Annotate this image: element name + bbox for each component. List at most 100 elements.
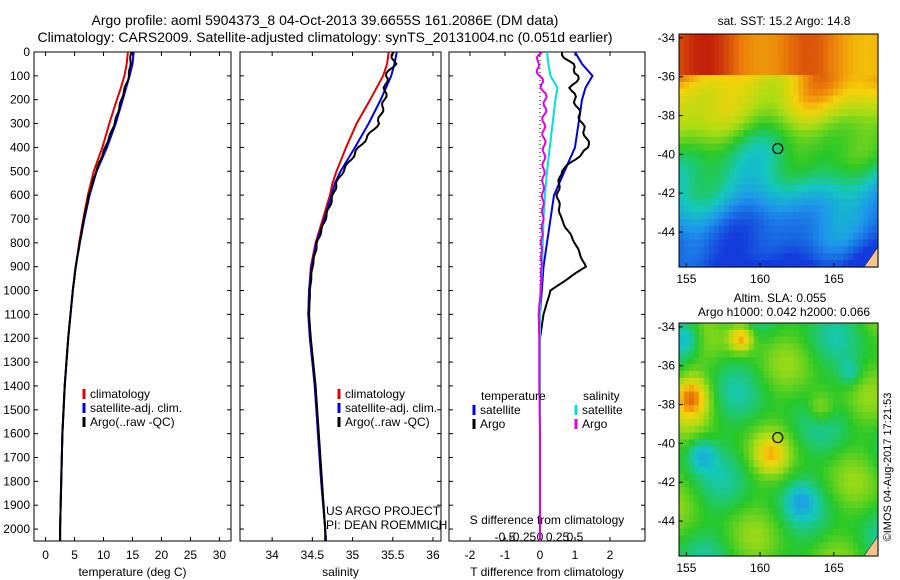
sla-cell <box>723 514 730 523</box>
sst-cell <box>778 136 785 145</box>
sst-cell <box>868 184 874 193</box>
sst-cell <box>863 123 869 131</box>
sla-cell <box>808 501 814 509</box>
sla-cell <box>818 384 824 393</box>
sst-cell <box>783 205 790 213</box>
depth-tick-label: 500 <box>10 164 30 178</box>
sst-cell <box>808 191 814 200</box>
sla-cell <box>693 377 700 386</box>
sla-cell <box>733 501 740 509</box>
sst-cell <box>838 75 844 83</box>
sst-cell <box>703 123 710 131</box>
sst-cell <box>853 47 859 56</box>
sst-cell <box>823 232 829 241</box>
sst-cell <box>708 143 715 152</box>
sla-cell <box>783 439 790 447</box>
sla-cell <box>853 501 859 509</box>
sla-cell <box>733 364 740 372</box>
sst-cell <box>788 116 795 124</box>
sst-cell <box>723 129 730 138</box>
sst-cell <box>823 191 829 200</box>
sst-cell <box>838 191 844 200</box>
sla-cell <box>788 350 795 358</box>
sla-cell <box>708 384 715 393</box>
sla-cell <box>853 364 859 372</box>
sla-cell <box>768 350 775 358</box>
sst-cell <box>833 123 839 131</box>
sla-cell <box>843 350 849 358</box>
sst-cell <box>868 136 874 145</box>
sla-cell <box>733 336 740 345</box>
sla-cell <box>683 473 690 482</box>
sla-cell <box>728 405 735 413</box>
sst-cell <box>748 164 755 172</box>
sst-cell <box>743 239 750 248</box>
sla-cell <box>828 391 834 399</box>
sla-cell <box>688 329 695 338</box>
sst-cell <box>838 232 844 241</box>
sst-cell <box>868 225 874 234</box>
sst-cell <box>738 109 745 117</box>
sst-cell <box>788 164 795 172</box>
sst-cell <box>778 61 785 69</box>
sst-cell <box>713 184 720 193</box>
depth-tick-label: 400 <box>10 140 30 154</box>
sla-cell <box>748 405 755 413</box>
sla-cell <box>873 466 879 475</box>
sla-cell <box>823 549 829 557</box>
sla-cell <box>838 460 844 468</box>
sla-cell <box>773 329 780 338</box>
sla-cell <box>733 432 740 441</box>
sla-cell <box>788 323 795 331</box>
sla-cell <box>858 418 864 427</box>
sst-cell <box>848 184 854 193</box>
sla-cell <box>828 466 834 475</box>
sla-cell <box>868 425 874 434</box>
sst-cell <box>818 88 824 97</box>
sst-cell <box>753 164 760 172</box>
sst-cell <box>848 88 854 97</box>
sla-cell <box>823 425 829 434</box>
sla-cell <box>793 377 799 386</box>
sst-cell <box>683 68 690 76</box>
sla-cell <box>768 494 775 502</box>
sst-cell <box>813 68 819 76</box>
sst-cell <box>763 212 770 220</box>
sla-cell <box>788 542 795 550</box>
sla-cell <box>848 480 854 489</box>
sla-cell <box>743 473 750 482</box>
sla-cell <box>808 377 814 386</box>
sst-cell <box>778 40 785 49</box>
sla-cell <box>808 528 814 537</box>
sst-cell <box>683 47 690 56</box>
sst-cell <box>788 225 795 234</box>
sst-cell <box>688 68 695 76</box>
sla-cell <box>683 528 690 537</box>
sst-cell <box>858 184 864 193</box>
sst-cell <box>723 88 730 97</box>
sla-cell <box>848 494 854 502</box>
sla-cell <box>773 357 780 365</box>
sla-cell <box>843 542 849 550</box>
sla-cell <box>688 473 695 482</box>
sla-cell <box>753 405 760 413</box>
sst-cell <box>873 40 879 49</box>
sst-cell <box>858 219 864 227</box>
sla-cell <box>778 528 785 537</box>
sla-cell <box>793 542 799 550</box>
sla-cell <box>773 398 780 406</box>
sla-cell <box>863 370 869 379</box>
sst-cell <box>853 61 859 69</box>
sst-cell <box>693 219 700 227</box>
sst-cell <box>793 95 799 104</box>
sst-cell <box>808 109 814 117</box>
sst-cell <box>718 34 725 42</box>
sla-cell <box>708 405 715 413</box>
sst-cell <box>823 40 829 49</box>
sla-cell <box>793 494 799 502</box>
sla-cell <box>758 432 765 441</box>
sst-cell <box>818 47 824 56</box>
sst-cell <box>743 253 750 261</box>
sst-cell <box>803 225 809 234</box>
sla-cell <box>763 494 770 502</box>
